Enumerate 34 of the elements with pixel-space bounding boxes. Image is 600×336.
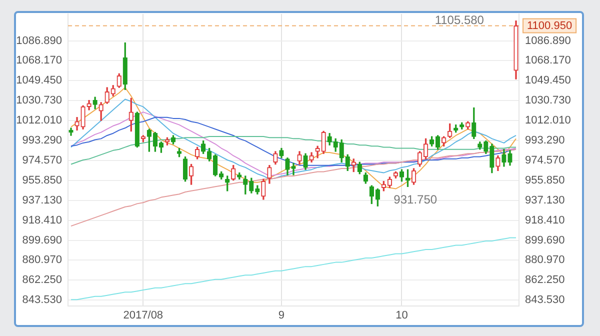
- y-tick-label: 1012.010: [16, 114, 62, 127]
- y2-tick-label: 1068.170: [525, 54, 571, 67]
- y2-tick-label: 899.690: [525, 234, 565, 246]
- annotation: 931.750: [394, 192, 438, 206]
- y-tick-label: 899.690: [22, 234, 62, 246]
- y-tick-label: 1068.170: [16, 54, 62, 67]
- x-tick-label: 9: [278, 310, 285, 322]
- y-tick-label: 862.250: [22, 274, 62, 286]
- y-tick-label: 937.130: [22, 194, 62, 206]
- y2-tick-label: 1086.890: [525, 34, 571, 47]
- y2-tick-label: 993.290: [525, 134, 565, 147]
- annotation: 1105.580: [434, 13, 484, 28]
- y-tick-label: 993.290: [22, 134, 62, 147]
- x-tick-label: 2017/08: [123, 310, 164, 322]
- y2-tick-label: 880.970: [525, 254, 565, 266]
- y-tick-label: 1049.450: [16, 74, 62, 87]
- y-tick-label: 1030.730: [16, 94, 62, 107]
- y2-tick-label: 937.130: [525, 194, 565, 206]
- y2-tick-label: 1012.010: [525, 114, 571, 127]
- y2-tick-label: 843.530: [525, 294, 565, 306]
- y-tick-label: 843.530: [22, 294, 62, 306]
- y2-tick-label: 1030.730: [525, 94, 571, 107]
- y-tick-label: 918.410: [22, 214, 62, 226]
- y2-tick-label: 1049.450: [525, 74, 571, 87]
- y-tick-label: 880.970: [22, 254, 62, 266]
- y2-tick-label: 955.850: [525, 174, 565, 186]
- y2-tick-label: 918.410: [525, 214, 565, 226]
- y-tick-label: 1086.890: [16, 34, 62, 47]
- y2-tick-label: 862.250: [525, 274, 565, 286]
- ref-line-label: 1100.950: [527, 20, 572, 32]
- y-tick-label: 974.570: [22, 154, 62, 166]
- y2-tick-label: 974.570: [525, 154, 565, 166]
- y-tick-label: 955.850: [22, 174, 62, 186]
- x-tick-label: 10: [396, 310, 408, 322]
